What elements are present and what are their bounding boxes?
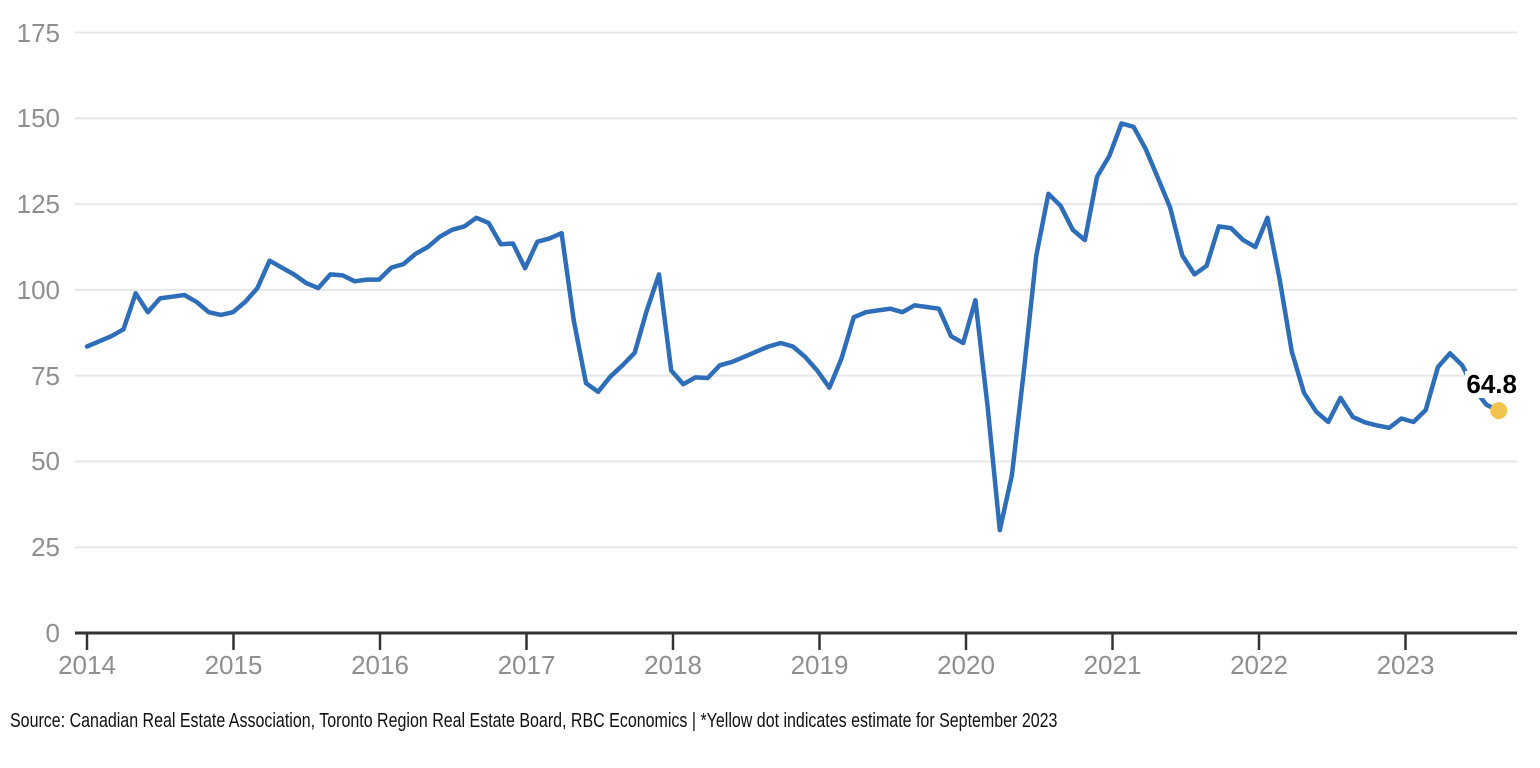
y-axis-tick-label: 125 — [16, 189, 60, 220]
y-axis-tick-label: 25 — [31, 532, 60, 563]
y-axis-tick-label: 175 — [16, 17, 60, 48]
y-axis-tick-label: 100 — [16, 274, 60, 305]
y-axis-tick-label: 150 — [16, 103, 60, 134]
estimate-value-label: 64.8 — [1465, 369, 1518, 399]
y-axis-tick-label: 75 — [31, 360, 60, 391]
x-axis-tick-label: 2014 — [58, 650, 116, 680]
source-note: Source: Canadian Real Estate Association… — [10, 710, 1058, 732]
x-axis-tick-label: 2016 — [351, 650, 409, 680]
resales-line — [84, 121, 1501, 533]
x-axis-tick-label: 2020 — [937, 650, 995, 680]
x-axis-tick-label: 2023 — [1376, 650, 1435, 680]
y-axis-tick-label: 50 — [31, 446, 60, 477]
x-axis-tick-label: 2019 — [790, 650, 849, 680]
x-axis-tick-label: 2017 — [497, 650, 556, 680]
estimate-dot — [1490, 402, 1508, 420]
y-axis-tick-label: 0 — [45, 618, 60, 648]
x-axis-tick-label: 2022 — [1230, 650, 1288, 680]
x-axis-tick-label: 2015 — [204, 650, 263, 680]
x-axis-tick-label: 2018 — [644, 650, 702, 680]
x-axis-tick-label: 2021 — [1083, 650, 1142, 680]
